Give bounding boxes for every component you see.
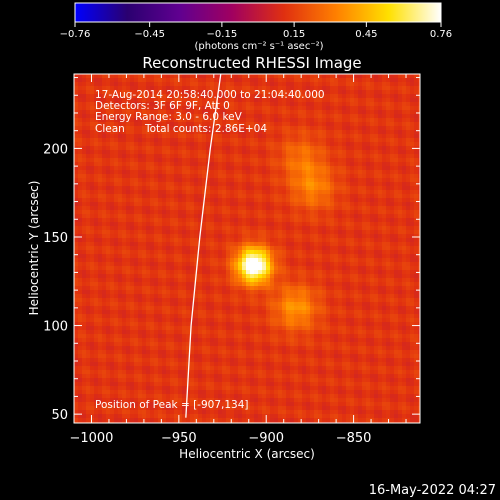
- x-tick-label: −1000: [69, 431, 113, 446]
- colorbar: [74, 2, 442, 23]
- annotation-total-counts: Total counts: 2.86E+04: [144, 123, 267, 135]
- colorbar-tick-label: 0.15: [283, 29, 305, 40]
- x-axis-ticks: −1000 −950 −900 −850: [69, 74, 407, 446]
- y-tick-label: 50: [51, 408, 68, 423]
- y-axis-ticks: 50 100 150 200: [43, 77, 420, 423]
- annotation-peak-position: Position of Peak = [-907,134]: [95, 399, 249, 411]
- colorbar-unit-label: (photons cm⁻² s⁻¹ asec⁻²): [194, 41, 323, 52]
- x-axis-label: Heliocentric X (arcsec): [179, 447, 315, 461]
- annotation-clean: Clean: [95, 123, 125, 135]
- solar-limb-line: [185, 74, 222, 418]
- plot-frame: [73, 73, 421, 424]
- footer-timestamp: 16-May-2022 04:27: [369, 483, 496, 498]
- colorbar-ticks: −0.76 −0.45 −0.15 0.15 0.45 0.76: [60, 22, 452, 40]
- annotation-detectors: Detectors: 3F 6F 9F, Att 0: [95, 100, 230, 112]
- annotation-energy-range: Energy Range: 3.0 - 6.0 keV: [95, 111, 243, 123]
- x-tick-label: −850: [336, 431, 372, 446]
- x-tick-label: −950: [161, 431, 197, 446]
- chart-title: Reconstructed RHESSI Image: [142, 54, 361, 72]
- colorbar-tick-label: −0.45: [134, 29, 165, 40]
- y-tick-label: 100: [43, 320, 68, 335]
- x-tick-label: −900: [248, 431, 284, 446]
- colorbar-tick-label: −0.76: [60, 29, 91, 40]
- y-axis-label: Heliocentric Y (arcsec): [27, 181, 41, 316]
- y-tick-label: 200: [43, 142, 68, 157]
- annotation-time-range: 17-Aug-2014 20:58:40.000 to 21:04:40.000: [95, 89, 325, 101]
- y-tick-label: 150: [43, 231, 68, 246]
- plot-image: [74, 74, 420, 423]
- colorbar-tick-label: 0.76: [430, 29, 452, 40]
- colorbar-tick-label: −0.15: [207, 29, 238, 40]
- colorbar-tick-label: 0.45: [355, 29, 377, 40]
